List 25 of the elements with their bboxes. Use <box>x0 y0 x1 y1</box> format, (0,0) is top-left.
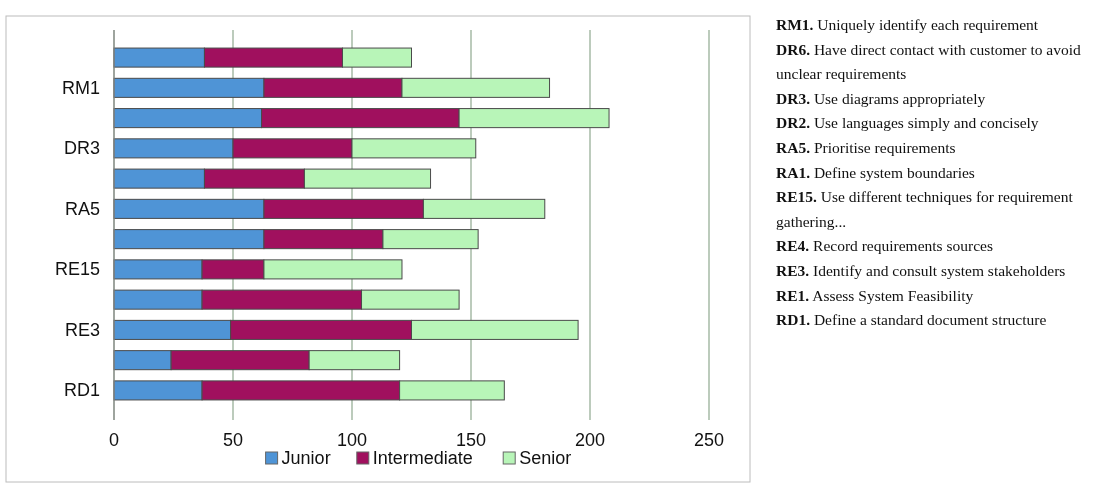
x-tick-label: 100 <box>336 430 368 450</box>
text: DR3. Use diagrams appropriately <box>776 89 986 107</box>
text: RM1. Uniquely identify each requirement <box>776 16 1039 33</box>
x-tick-label: 0 <box>108 430 120 450</box>
text: RE4. Record requirements sources <box>776 237 993 255</box>
text: RA5. Prioritise requirements <box>776 139 956 156</box>
text: RE1. Assess System Feasibility <box>776 286 974 304</box>
x-tick-label: 150 <box>455 430 487 450</box>
legend-label: Intermediate <box>372 448 473 468</box>
y-tick-label: RA5 <box>64 198 100 219</box>
text: RD1. Define a standard document structure <box>776 311 1047 329</box>
y-tick-label: DR3 <box>63 138 100 159</box>
y-tick-label: RM1 <box>61 77 100 98</box>
y-tick-label: RD1 <box>63 380 100 401</box>
x-tick-label: 200 <box>574 430 606 450</box>
legend-label: Senior <box>519 448 572 468</box>
y-tick-label: RE15 <box>54 259 100 280</box>
text: RE3. Identify and consult system stakeholders <box>776 262 1066 279</box>
text: RA1. Define system boundaries <box>776 163 975 181</box>
legend-label: Junior <box>281 448 331 468</box>
text: DR2. Use languages simply and concisely <box>776 114 1039 132</box>
x-tick-label: 250 <box>693 430 725 450</box>
text: RE15. Use different techniques for requirement gathering... <box>776 188 1073 230</box>
y-tick-label: RE3 <box>64 319 100 340</box>
x-tick-label: 50 <box>222 430 244 450</box>
